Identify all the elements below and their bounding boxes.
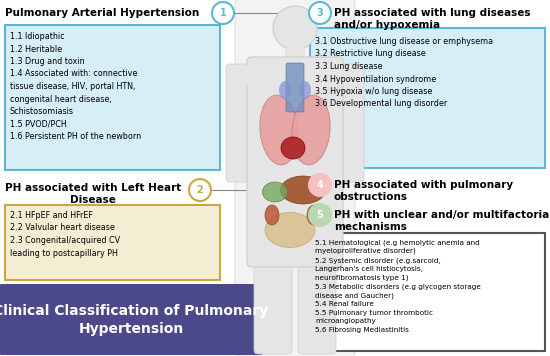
Ellipse shape bbox=[265, 213, 315, 247]
FancyBboxPatch shape bbox=[310, 233, 545, 351]
Text: Pulmonary Arterial Hypertension: Pulmonary Arterial Hypertension bbox=[5, 8, 199, 18]
FancyBboxPatch shape bbox=[334, 64, 364, 182]
Text: 5: 5 bbox=[317, 210, 323, 220]
Ellipse shape bbox=[323, 65, 353, 85]
Text: 3.1 Obstructive lung disease or emphysema
3.2 Restrictive lung disease
3.3 Lung : 3.1 Obstructive lung disease or emphysem… bbox=[315, 37, 493, 109]
FancyBboxPatch shape bbox=[247, 57, 343, 267]
Ellipse shape bbox=[279, 81, 291, 99]
FancyBboxPatch shape bbox=[235, 0, 355, 356]
FancyBboxPatch shape bbox=[5, 25, 220, 170]
FancyBboxPatch shape bbox=[254, 251, 292, 354]
FancyBboxPatch shape bbox=[298, 251, 336, 354]
Text: 4: 4 bbox=[317, 180, 323, 190]
FancyBboxPatch shape bbox=[286, 63, 304, 112]
Text: 2: 2 bbox=[197, 185, 204, 195]
FancyBboxPatch shape bbox=[226, 64, 256, 182]
Ellipse shape bbox=[262, 182, 288, 202]
Text: Clinical Classification of Pulmonary
Hypertension: Clinical Classification of Pulmonary Hyp… bbox=[0, 304, 268, 336]
FancyBboxPatch shape bbox=[285, 48, 305, 66]
Circle shape bbox=[212, 2, 234, 24]
Ellipse shape bbox=[299, 81, 311, 99]
Text: 2.1 HFpEF and HFrEF
2.2 Valvular heart disease
2.3 Congenital/acquired CV
leadin: 2.1 HFpEF and HFrEF 2.2 Valvular heart d… bbox=[10, 211, 120, 257]
Text: 3: 3 bbox=[317, 8, 323, 18]
Text: 5.1 Hematological (e.g hemolytic anemia and
myeloproliferative disorder)
5.2 Sys: 5.1 Hematological (e.g hemolytic anemia … bbox=[315, 239, 481, 333]
Ellipse shape bbox=[281, 137, 305, 159]
Ellipse shape bbox=[280, 176, 326, 204]
Ellipse shape bbox=[307, 205, 321, 225]
Circle shape bbox=[309, 204, 331, 226]
Ellipse shape bbox=[260, 95, 298, 165]
Text: PH associated with pulmonary
obstructions: PH associated with pulmonary obstruction… bbox=[334, 180, 513, 201]
Ellipse shape bbox=[237, 65, 267, 85]
Text: PH associated with lung diseases
and/or hypoxemia: PH associated with lung diseases and/or … bbox=[334, 8, 531, 30]
FancyBboxPatch shape bbox=[5, 205, 220, 280]
FancyBboxPatch shape bbox=[0, 284, 264, 355]
Circle shape bbox=[309, 2, 331, 24]
Circle shape bbox=[309, 174, 331, 196]
Circle shape bbox=[189, 179, 211, 201]
Text: PH with unclear and/or multifactorial
mechanisms: PH with unclear and/or multifactorial me… bbox=[334, 210, 550, 232]
Ellipse shape bbox=[265, 205, 279, 225]
Text: PH associated with Left Heart
Disease: PH associated with Left Heart Disease bbox=[5, 183, 182, 205]
FancyBboxPatch shape bbox=[310, 28, 545, 168]
Ellipse shape bbox=[292, 95, 330, 165]
Text: 1.1 Idiopathic
1.2 Heritable
1.3 Drug and toxin
1.4 Associated with: connective
: 1.1 Idiopathic 1.2 Heritable 1.3 Drug an… bbox=[10, 32, 141, 141]
Text: 1: 1 bbox=[219, 8, 227, 18]
Circle shape bbox=[273, 6, 317, 50]
